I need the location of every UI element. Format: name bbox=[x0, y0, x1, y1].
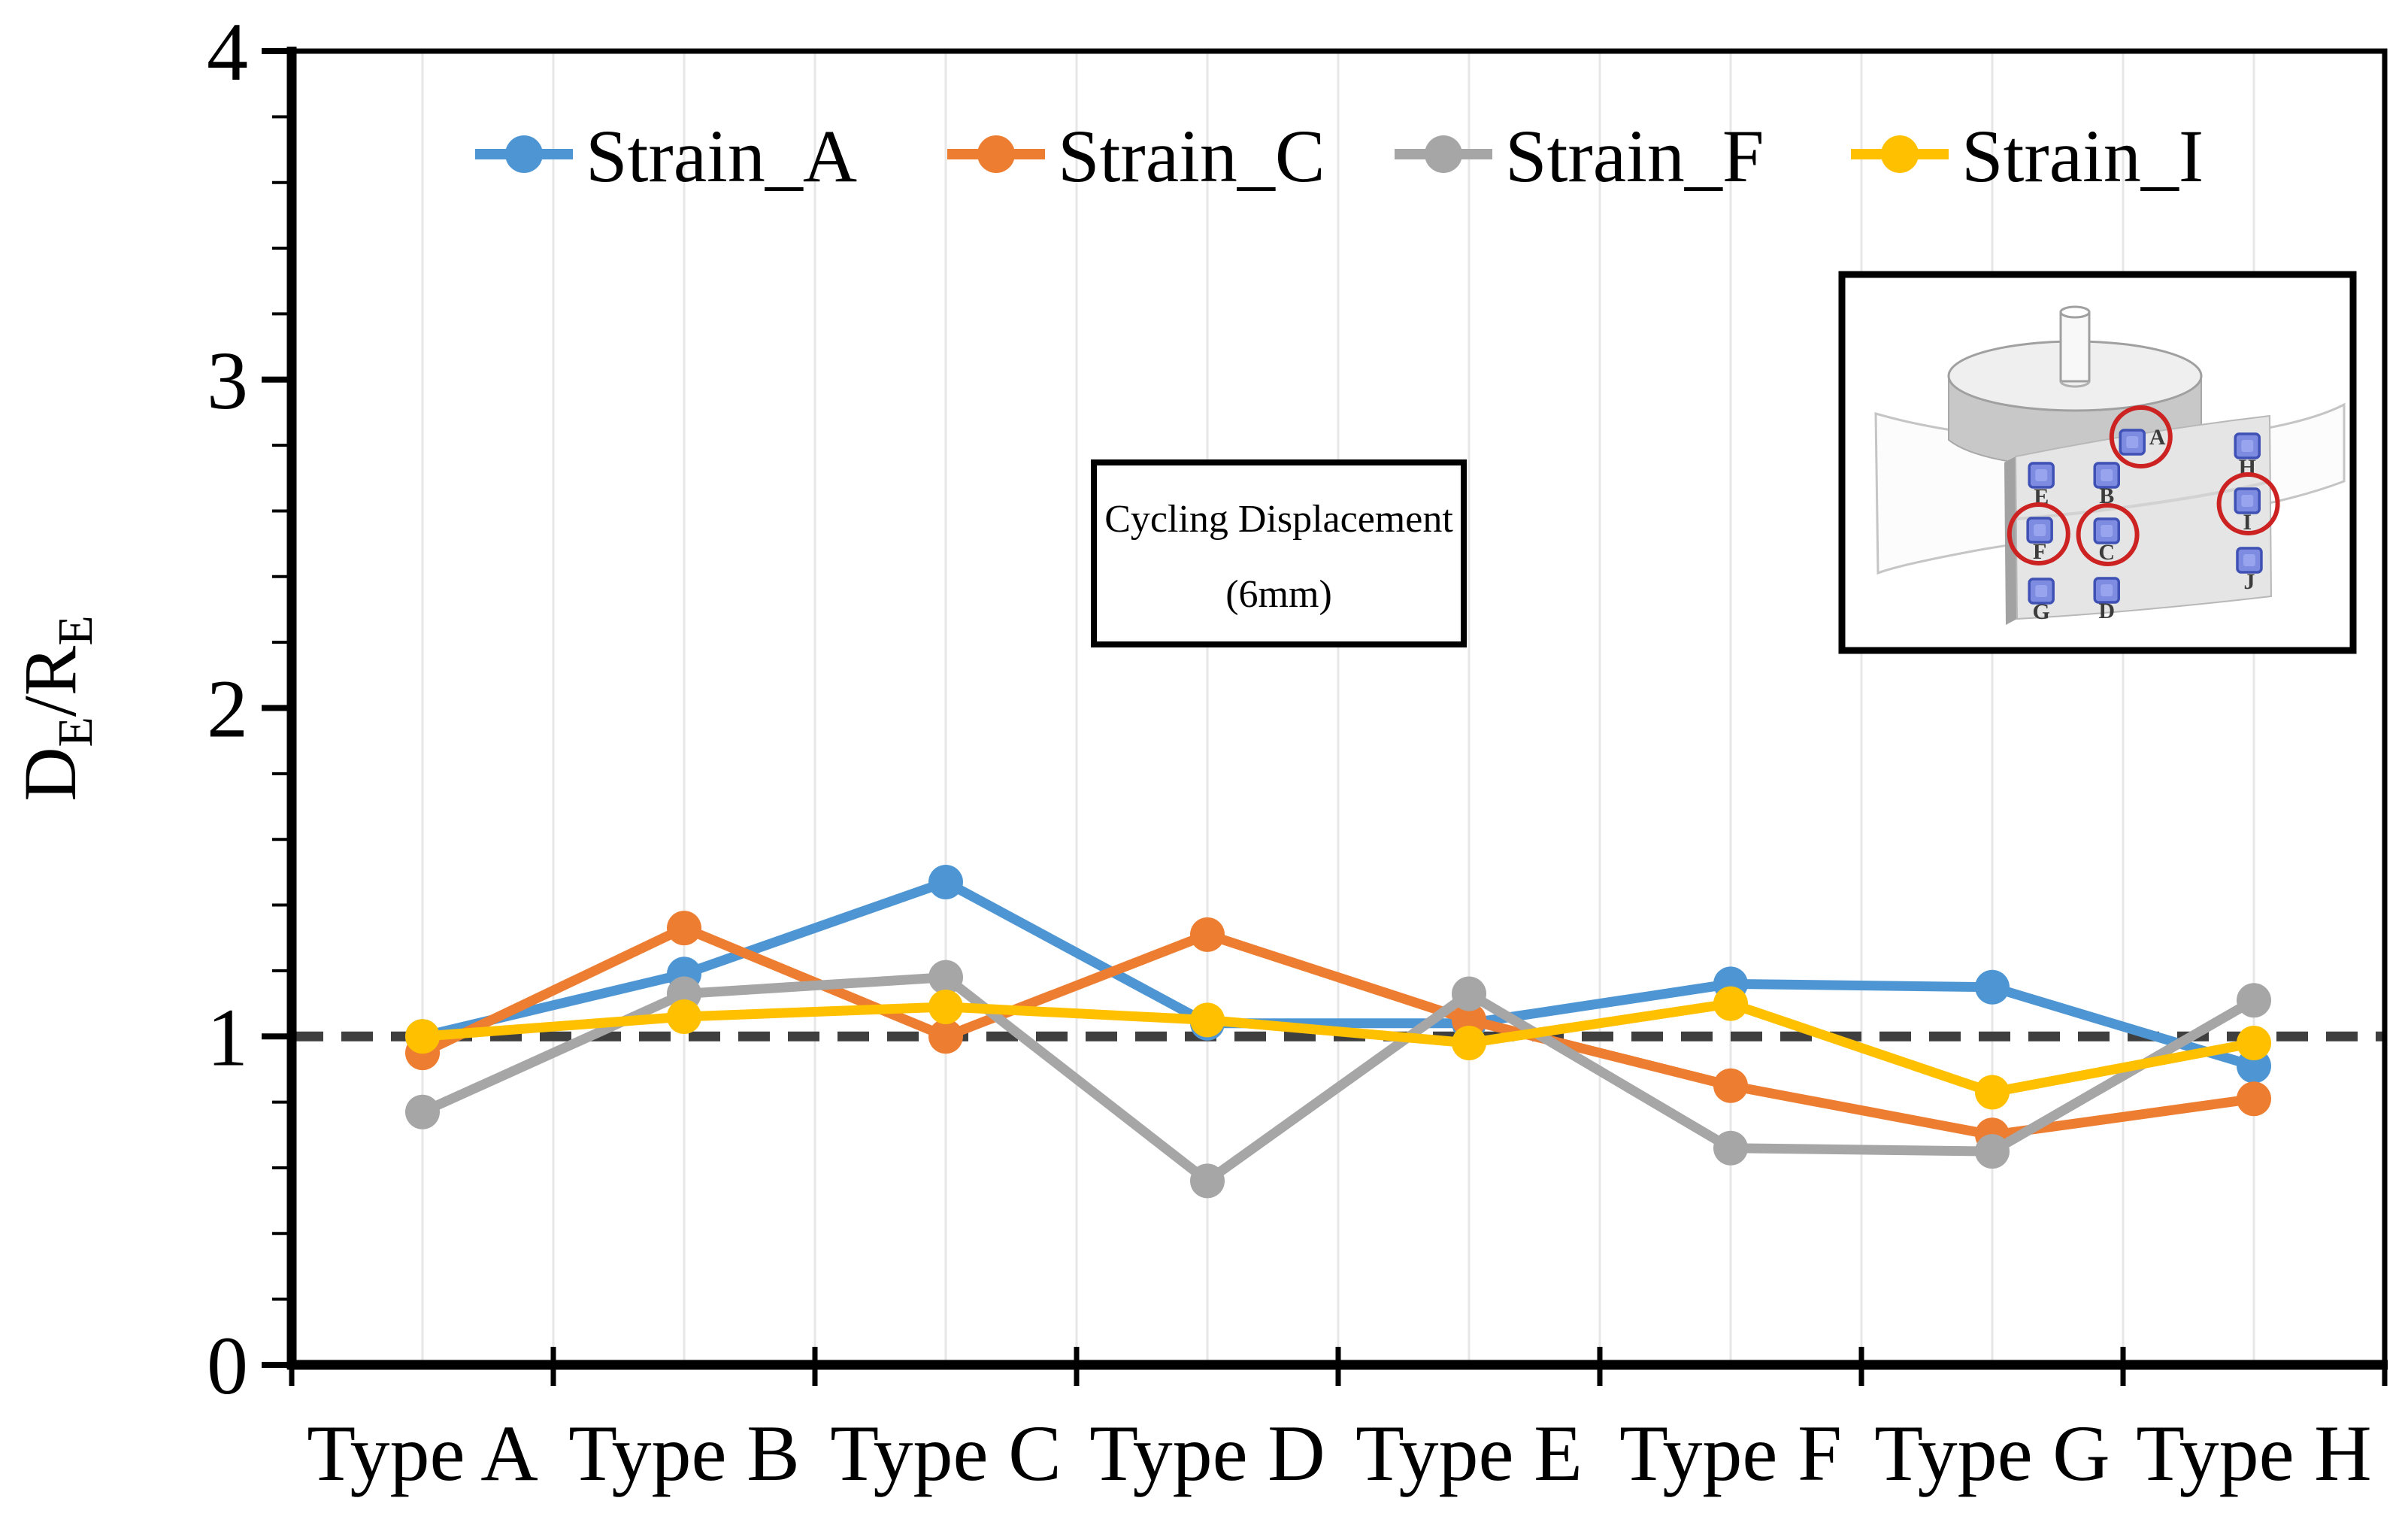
x-label-Type-B: Type B bbox=[568, 1409, 800, 1497]
sensor-inner-I bbox=[2241, 495, 2254, 507]
legend-marker-Strain_I bbox=[1881, 135, 1919, 173]
marker-Strain_I-Type D bbox=[1190, 1002, 1225, 1038]
sensor-inner-C bbox=[2101, 525, 2113, 537]
y-tick-label-1: 1 bbox=[207, 991, 248, 1083]
sensor-inner-B bbox=[2101, 469, 2113, 481]
plate-curve-line bbox=[2016, 480, 2272, 520]
legend-item-Strain_I: Strain_I bbox=[1851, 114, 2204, 198]
marker-Strain_I-Type F bbox=[1713, 986, 1748, 1021]
marker-Strain_F-Type F bbox=[1713, 1130, 1748, 1166]
series-line-Strain_C bbox=[417, 923, 2259, 1140]
x-axis-category-labels: Type A Type B Type C Type D Type E Type F Type… bbox=[307, 1409, 2372, 1497]
inset-diagram: AE BHF CIG DJ bbox=[1838, 271, 2357, 654]
series-line-Strain_I bbox=[417, 999, 2259, 1097]
marker-Strain_C-Type B bbox=[667, 911, 701, 946]
y-tick-label-0: 0 bbox=[207, 1320, 248, 1411]
legend-marker-Strain_C bbox=[977, 135, 1015, 173]
plot-gridlines bbox=[421, 51, 2255, 1365]
annotation-box: Cycling Displacement (6mm) bbox=[1091, 459, 1467, 647]
series-line-Strain_A bbox=[417, 877, 2259, 1072]
marker-Strain_A-Type C bbox=[928, 864, 963, 899]
sensor-label-I: I bbox=[2243, 510, 2252, 535]
legend: Strain_A Strain_C Strain_F Strain_I bbox=[475, 114, 2204, 198]
marker-Strain_C-Type H bbox=[2237, 1081, 2271, 1117]
x-label-Type-C: Type C bbox=[830, 1409, 1062, 1497]
sensor-label-D: D bbox=[2098, 599, 2115, 623]
sensor-label-J: J bbox=[2243, 569, 2255, 594]
marker-Strain_I-Type G bbox=[1975, 1075, 2010, 1110]
marker-Strain_C-Type F bbox=[1713, 1068, 1748, 1103]
x-axis-ticks bbox=[289, 1347, 2388, 1386]
marker-Strain_F-Type E bbox=[1452, 976, 1486, 1011]
x-label-Type-F: Type F bbox=[1619, 1409, 1842, 1497]
legend-item-Strain_C: Strain_C bbox=[947, 114, 1325, 198]
sensor-label-F: F bbox=[2033, 539, 2046, 564]
legend-item-Strain_A: Strain_A bbox=[475, 114, 857, 198]
marker-Strain_I-Type H bbox=[2237, 1025, 2271, 1060]
sensor-inner-J bbox=[2243, 554, 2255, 566]
sensor-circle-C bbox=[2076, 503, 2140, 566]
marker-Strain_C-Type D bbox=[1190, 917, 1225, 952]
x-label-Type-E: Type E bbox=[1355, 1409, 1583, 1497]
y-axis-ticks bbox=[262, 48, 293, 1368]
legend-marker-Strain_F bbox=[1425, 135, 1462, 173]
sensor-plate bbox=[2014, 414, 2273, 620]
x-label-Type-H: Type H bbox=[2136, 1409, 2371, 1497]
legend-label-Strain_F: Strain_F bbox=[1505, 114, 1764, 198]
series-line-Strain_F bbox=[417, 972, 2259, 1186]
y-tick-label-2: 2 bbox=[207, 663, 248, 755]
marker-Strain_I-Type A bbox=[405, 1019, 440, 1054]
pin-top bbox=[2059, 305, 2091, 319]
inset-sensors: AE BHF CIG DJ bbox=[2007, 405, 2280, 624]
sensor-inner-F bbox=[2034, 524, 2046, 536]
annotation-border bbox=[1091, 459, 1467, 647]
annotation-line1: Cycling Displacement bbox=[1104, 498, 1453, 541]
legend-label-Strain_A: Strain_A bbox=[586, 114, 857, 198]
pin-body bbox=[2059, 311, 2091, 383]
y-axis-title-text: DE/RE bbox=[8, 615, 103, 801]
marker-Strain_I-Type B bbox=[667, 999, 701, 1035]
sensor-label-A: A bbox=[2149, 425, 2166, 450]
pin-base bbox=[2059, 381, 2091, 388]
marker-Strain_F-Type A bbox=[405, 1094, 440, 1129]
marker-Strain_A-Type G bbox=[1975, 969, 2010, 1005]
marker-Strain_F-Type H bbox=[2237, 983, 2271, 1018]
y-axis-title: DE/RE bbox=[8, 615, 103, 801]
legend-label-Strain_C: Strain_C bbox=[1058, 114, 1325, 198]
x-label-Type-A: Type A bbox=[307, 1409, 538, 1497]
legend-item-Strain_F: Strain_F bbox=[1395, 114, 1764, 198]
marker-Strain_I-Type E bbox=[1452, 1025, 1486, 1060]
sensor-inner-G bbox=[2035, 585, 2048, 597]
sensor-inner-D bbox=[2101, 584, 2113, 596]
sensor-label-G: G bbox=[2033, 599, 2050, 624]
series-group bbox=[405, 864, 2271, 1199]
x-label-Type-G: Type G bbox=[1874, 1409, 2110, 1497]
sensor-circle-F bbox=[2007, 502, 2070, 565]
marker-Strain_C-Type C bbox=[928, 1019, 963, 1054]
marker-Strain_I-Type C bbox=[928, 989, 963, 1024]
sensor-circle-I bbox=[2216, 472, 2280, 535]
sensor-circle-A bbox=[2109, 405, 2173, 468]
sensor-inner-H bbox=[2241, 440, 2254, 452]
y-tick-label-4: 4 bbox=[207, 6, 248, 98]
marker-Strain_F-Type D bbox=[1190, 1163, 1225, 1199]
legend-label-Strain_I: Strain_I bbox=[1961, 114, 2204, 198]
sensor-label-B: B bbox=[2099, 484, 2114, 508]
sensor-inner-E bbox=[2035, 469, 2048, 481]
y-axis-tick-labels: 0 1 2 3 4 bbox=[207, 6, 248, 1411]
annotation-line2: (6mm) bbox=[1225, 573, 1332, 616]
legend-marker-Strain_A bbox=[505, 135, 543, 173]
marker-Strain_F-Type C bbox=[928, 960, 963, 995]
x-label-Type-D: Type D bbox=[1089, 1409, 1325, 1497]
marker-Strain_F-Type G bbox=[1975, 1134, 2010, 1169]
y-tick-label-3: 3 bbox=[207, 335, 248, 426]
sensor-inner-A bbox=[2126, 436, 2139, 448]
sensor-label-C: C bbox=[2098, 540, 2115, 565]
